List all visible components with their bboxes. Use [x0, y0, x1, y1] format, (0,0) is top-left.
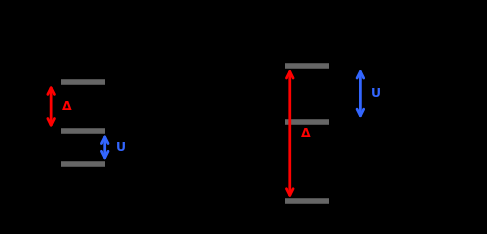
Text: Δ: Δ	[300, 127, 310, 140]
Text: U: U	[115, 141, 126, 154]
Text: U: U	[371, 87, 381, 100]
Text: Δ: Δ	[62, 100, 72, 113]
